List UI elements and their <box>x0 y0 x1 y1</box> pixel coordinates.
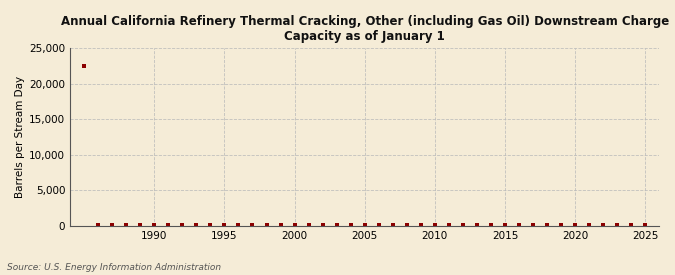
Title: Annual California Refinery Thermal Cracking, Other (including Gas Oil) Downstrea: Annual California Refinery Thermal Crack… <box>61 15 669 43</box>
Y-axis label: Barrels per Stream Day: Barrels per Stream Day <box>15 76 25 198</box>
Text: Source: U.S. Energy Information Administration: Source: U.S. Energy Information Administ… <box>7 263 221 272</box>
